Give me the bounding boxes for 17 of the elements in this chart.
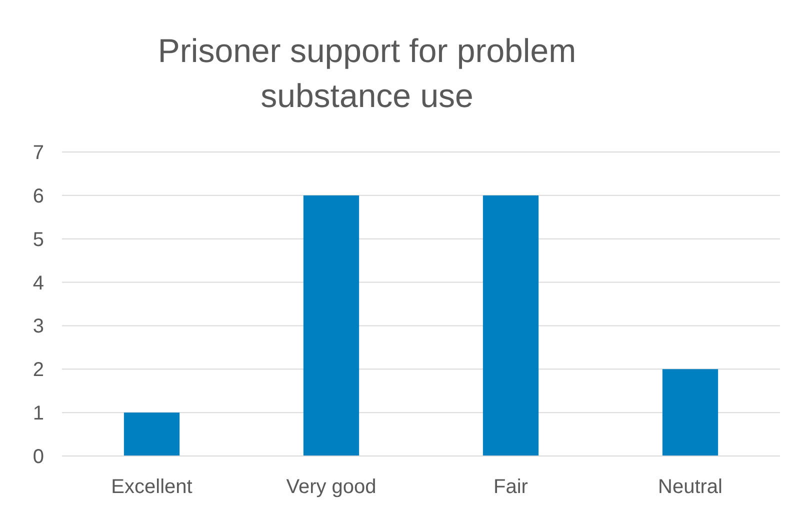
bar xyxy=(482,195,539,456)
x-tick-label: Excellent xyxy=(111,476,193,498)
bar xyxy=(303,195,360,456)
y-tick-label: 0 xyxy=(32,446,44,468)
y-tick-label: 1 xyxy=(32,402,44,425)
y-tick-label: 6 xyxy=(32,185,44,208)
y-tick-label: 7 xyxy=(32,142,44,164)
bar xyxy=(662,369,718,456)
x-tick-label: Very good xyxy=(286,476,376,498)
y-tick-label: 3 xyxy=(32,316,44,338)
chart-title: Prisoner support for problem substance use xyxy=(158,32,576,114)
bar xyxy=(124,412,180,456)
y-tick-label: 5 xyxy=(32,228,44,251)
x-tick-label: Neutral xyxy=(658,476,722,498)
y-tick-label: 2 xyxy=(32,359,44,382)
y-tick-label: 4 xyxy=(32,272,44,294)
x-tick-label: Fair xyxy=(494,476,528,498)
